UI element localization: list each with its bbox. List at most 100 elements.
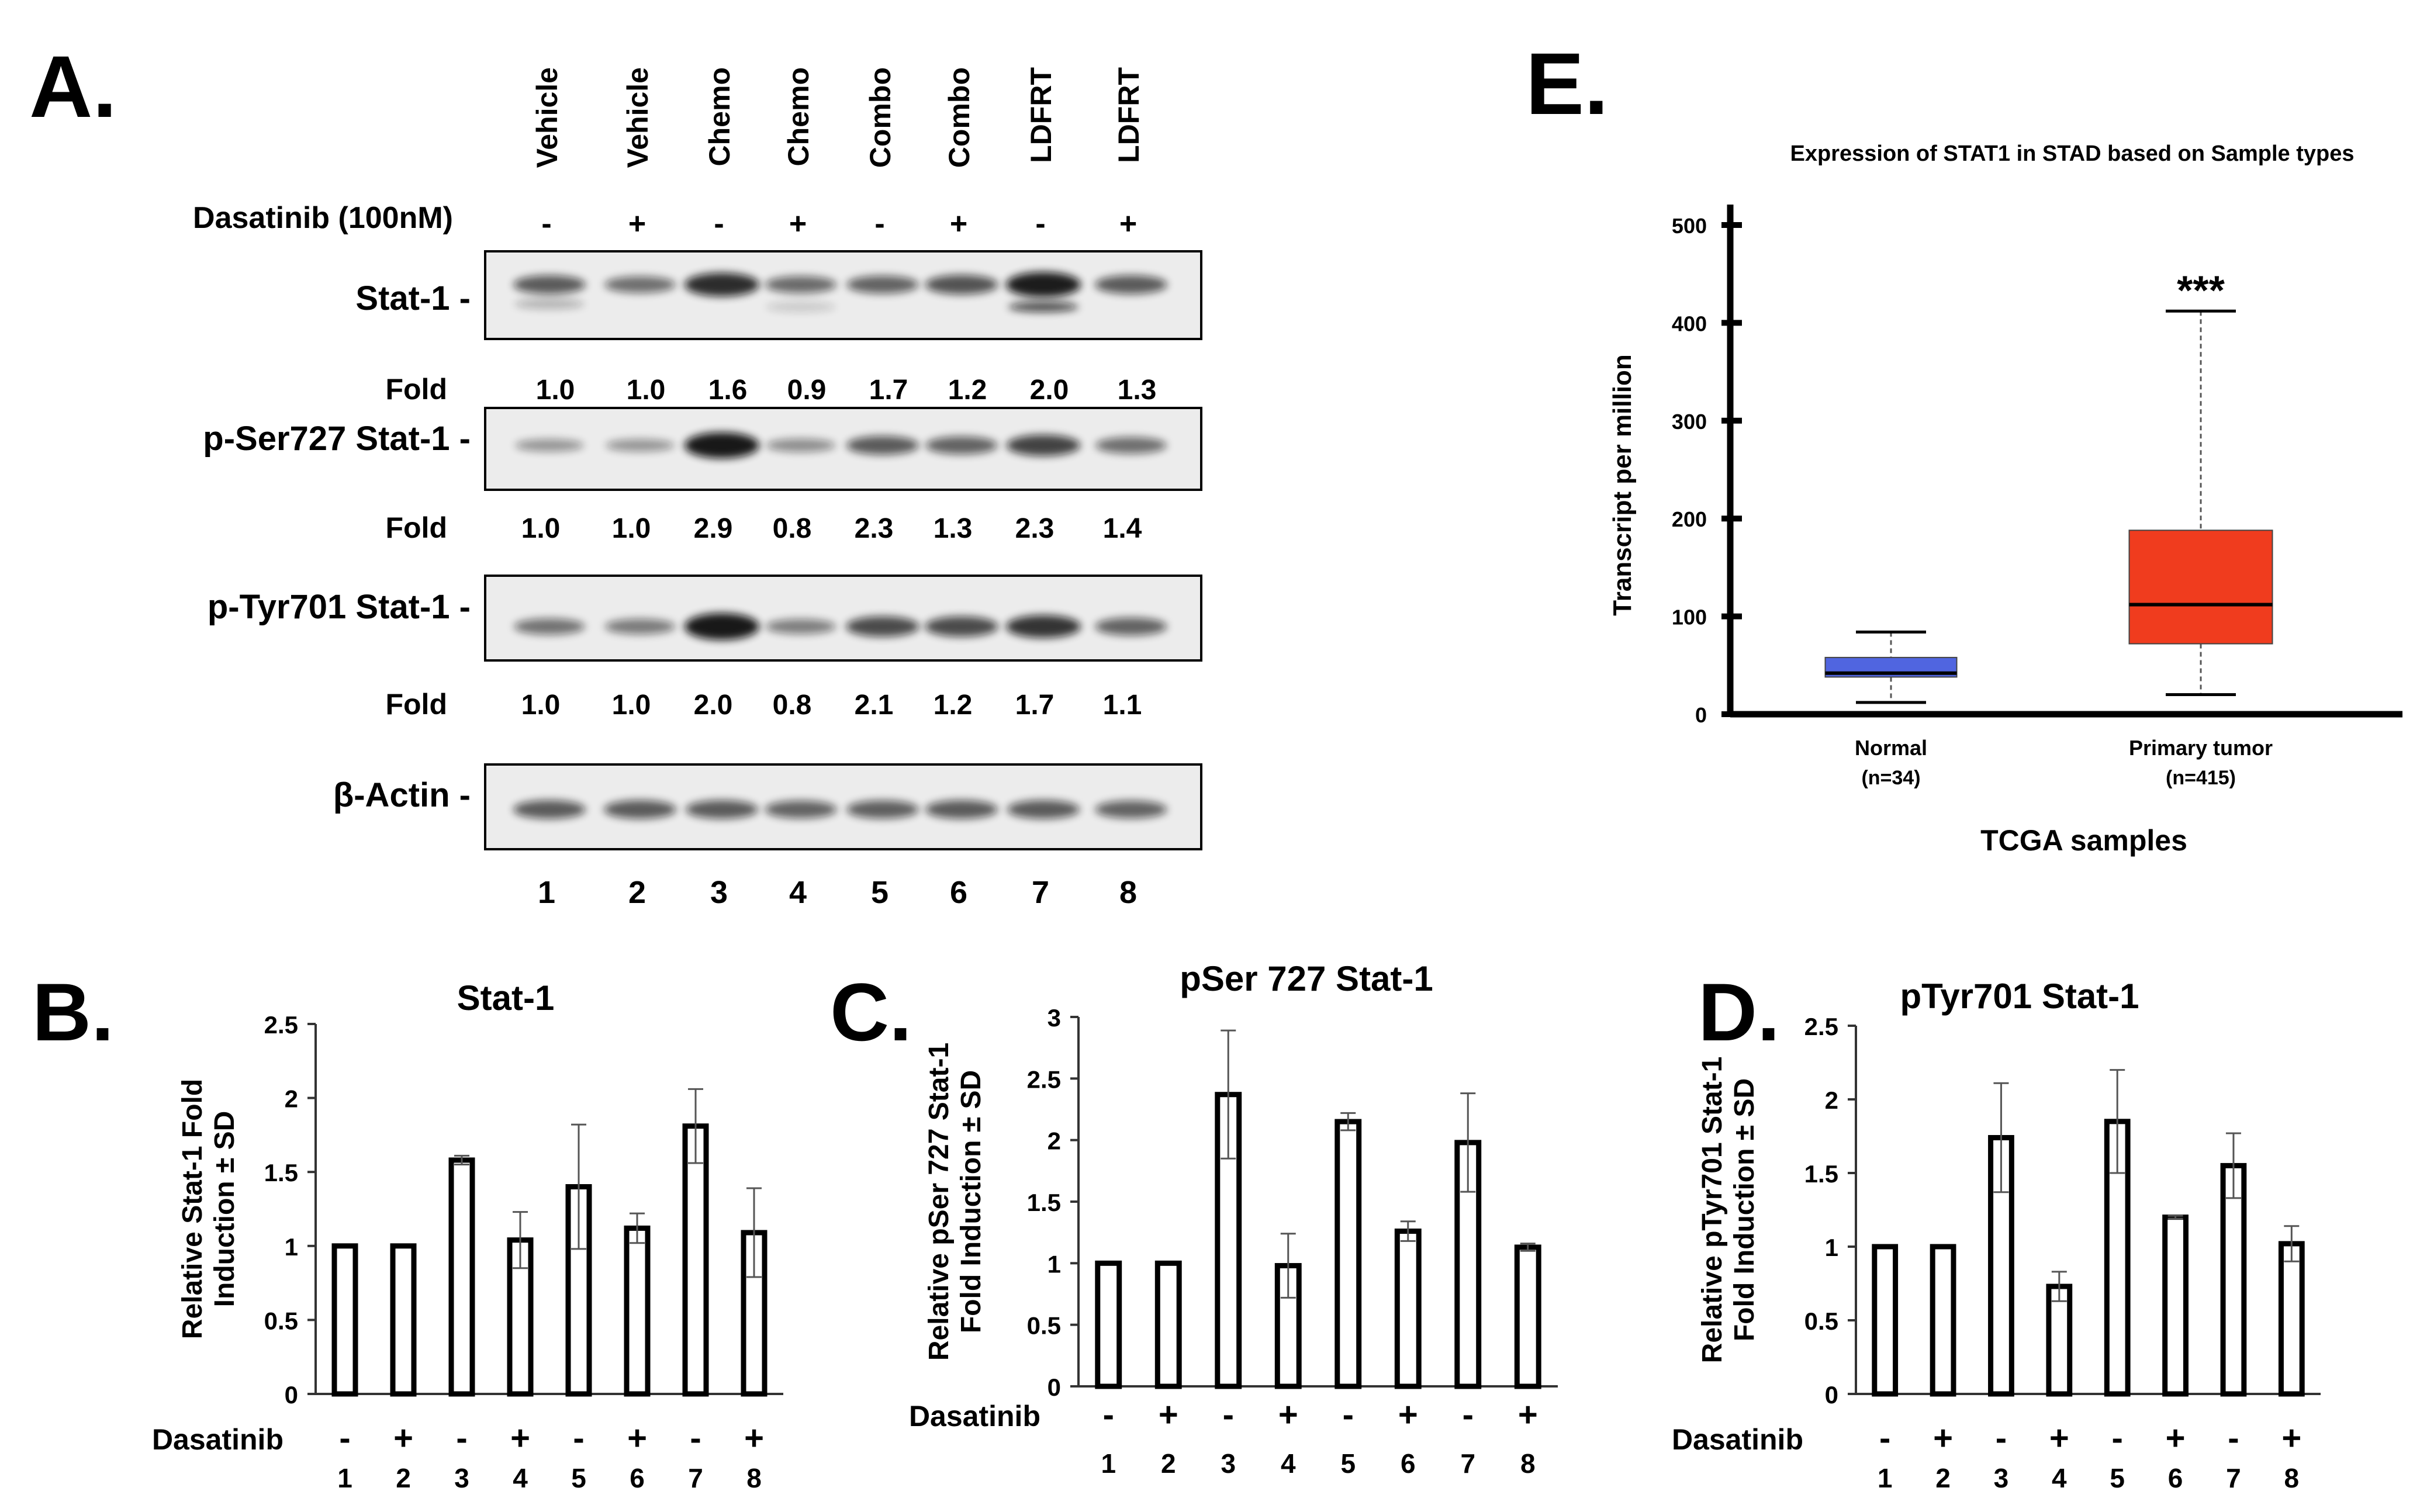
group-label: Normal	[1855, 736, 1927, 760]
fold-value: 1.0	[536, 375, 575, 406]
lane-number: 8	[1119, 875, 1137, 910]
lane-number: 7	[2226, 1463, 2241, 1493]
fold-value: 2.0	[694, 690, 733, 721]
panel-letter: B.	[32, 966, 114, 1058]
protein-band	[925, 616, 998, 637]
fold-value: 1.1	[1103, 690, 1142, 721]
dasatinib-sign: +	[510, 1419, 530, 1457]
bar	[2278, 1241, 2305, 1397]
y-tick-label: 1	[285, 1233, 298, 1261]
blot-bands	[515, 432, 1167, 459]
bar	[682, 1123, 709, 1397]
protein-band	[515, 439, 584, 452]
fold-value: 2.9	[694, 513, 733, 544]
protein-band	[604, 618, 676, 635]
blot-membrane	[484, 407, 1202, 491]
fold-value: 1.0	[521, 513, 561, 544]
lane-number: 8	[746, 1463, 762, 1493]
lane-number: 6	[1401, 1448, 1416, 1479]
dasatinib-sign: +	[627, 1419, 647, 1457]
protein-band	[765, 276, 837, 293]
panel-a-western-blot: A. Vehicle Vehicle Chemo Chemo Combo Combo LDF…	[29, 37, 1202, 910]
fold-value: 1.2	[948, 375, 987, 406]
lane-number: 1	[337, 1463, 352, 1493]
blot-bands	[513, 800, 1167, 819]
y-tick-label: 0	[1047, 1373, 1061, 1401]
bar	[2162, 1215, 2189, 1397]
dasatinib-sign: +	[950, 207, 967, 241]
protein-band	[1095, 800, 1167, 819]
fold-value: 1.0	[627, 375, 666, 406]
protein-band	[686, 800, 758, 819]
y-tick-label: 100	[1672, 606, 1707, 629]
protein-band	[1006, 434, 1081, 456]
lane-number: 8	[1520, 1448, 1536, 1479]
fold-value: 2.3	[1015, 513, 1055, 544]
protein-band	[684, 272, 759, 297]
lane-number: 7	[1032, 875, 1049, 910]
y-tick-label: 1.5	[1027, 1189, 1061, 1216]
blot-ptyr701: p-Tyr701 Stat-1 -	[208, 575, 1202, 662]
protein-band	[1008, 302, 1078, 312]
lane-number: 3	[1221, 1448, 1236, 1479]
group-n-label: (n=34)	[1861, 767, 1920, 789]
dasatinib-sign: +	[1518, 1396, 1538, 1434]
fold-value: 1.2	[934, 690, 973, 721]
lane-number: 4	[789, 875, 807, 910]
blot-membrane	[484, 250, 1202, 340]
bar	[1514, 1244, 1541, 1389]
y-axis-label: Fold Induction ± SD	[956, 1070, 987, 1333]
fold-values-stat1: 1.0 1.0 1.6 0.9 1.7 1.2 2.0 1.3	[536, 375, 1157, 406]
dasatinib-sign: -	[1223, 1396, 1234, 1434]
lane-condition-label: Vehicle	[621, 67, 654, 168]
bar	[2046, 1283, 2073, 1397]
y-axis-label: Relative Stat-1 Fold	[177, 1079, 208, 1339]
lane-condition-labels: Vehicle Vehicle Chemo Chemo Combo Combo LDFRT L…	[531, 67, 1145, 168]
y-axis-label: Fold Induction ± SD	[1729, 1078, 1760, 1341]
fold-value: 0.9	[787, 375, 827, 406]
blot-bands	[513, 272, 1167, 312]
dasatinib-sign: -	[2112, 1419, 2123, 1457]
lane-number: 5	[871, 875, 889, 910]
protein-band	[766, 302, 836, 312]
lane-condition-label: Chemo	[703, 67, 736, 166]
fold-value: 1.3	[1118, 375, 1157, 406]
blot-bands	[514, 613, 1167, 640]
bar	[1930, 1244, 1956, 1397]
fold-value: 2.3	[855, 513, 894, 544]
dasatinib-sign: -	[1463, 1396, 1474, 1434]
dasatinib-label: Dasatinib (100nM)	[193, 201, 453, 235]
dasatinib-sign: -	[1996, 1419, 2007, 1457]
panel-letter: C.	[830, 966, 912, 1058]
lane-number: 2	[1161, 1448, 1176, 1479]
group-n-label: (n=415)	[2166, 767, 2236, 789]
lane-number: 7	[688, 1463, 703, 1493]
lane-number: 5	[2110, 1463, 2125, 1493]
bar	[331, 1243, 358, 1397]
dasatinib-sign: -	[690, 1419, 701, 1457]
protein-band	[846, 436, 919, 455]
y-tick-label: 200	[1672, 507, 1707, 531]
y-tick-label: 0	[1695, 703, 1707, 727]
lane-condition-label: LDFRT	[1025, 67, 1057, 163]
fold-value: 2.0	[1030, 375, 1069, 406]
dasatinib-sign: +	[1278, 1396, 1298, 1434]
lane-condition-label: Chemo	[782, 67, 815, 166]
lane-number: 3	[454, 1463, 469, 1493]
dasatinib-sign: +	[1159, 1396, 1178, 1434]
protein-band	[1007, 800, 1080, 819]
fold-value: 1.7	[1015, 690, 1055, 721]
protein-band	[514, 299, 585, 309]
dasatinib-label: Dasatinib	[909, 1400, 1040, 1433]
y-tick-label: 2	[1047, 1127, 1061, 1155]
lane-number: 7	[1460, 1448, 1475, 1479]
dasatinib-sign: -	[573, 1419, 584, 1457]
y-tick-label: 1	[1047, 1250, 1061, 1278]
protein-band	[1095, 437, 1167, 454]
lane-condition-label: Combo	[864, 67, 897, 168]
protein-band	[1095, 275, 1167, 294]
dasatinib-sign: -	[2228, 1419, 2239, 1457]
fold-value: 0.8	[773, 513, 812, 544]
lane-number: 4	[513, 1463, 528, 1493]
dasatinib-sign: -	[541, 207, 551, 241]
